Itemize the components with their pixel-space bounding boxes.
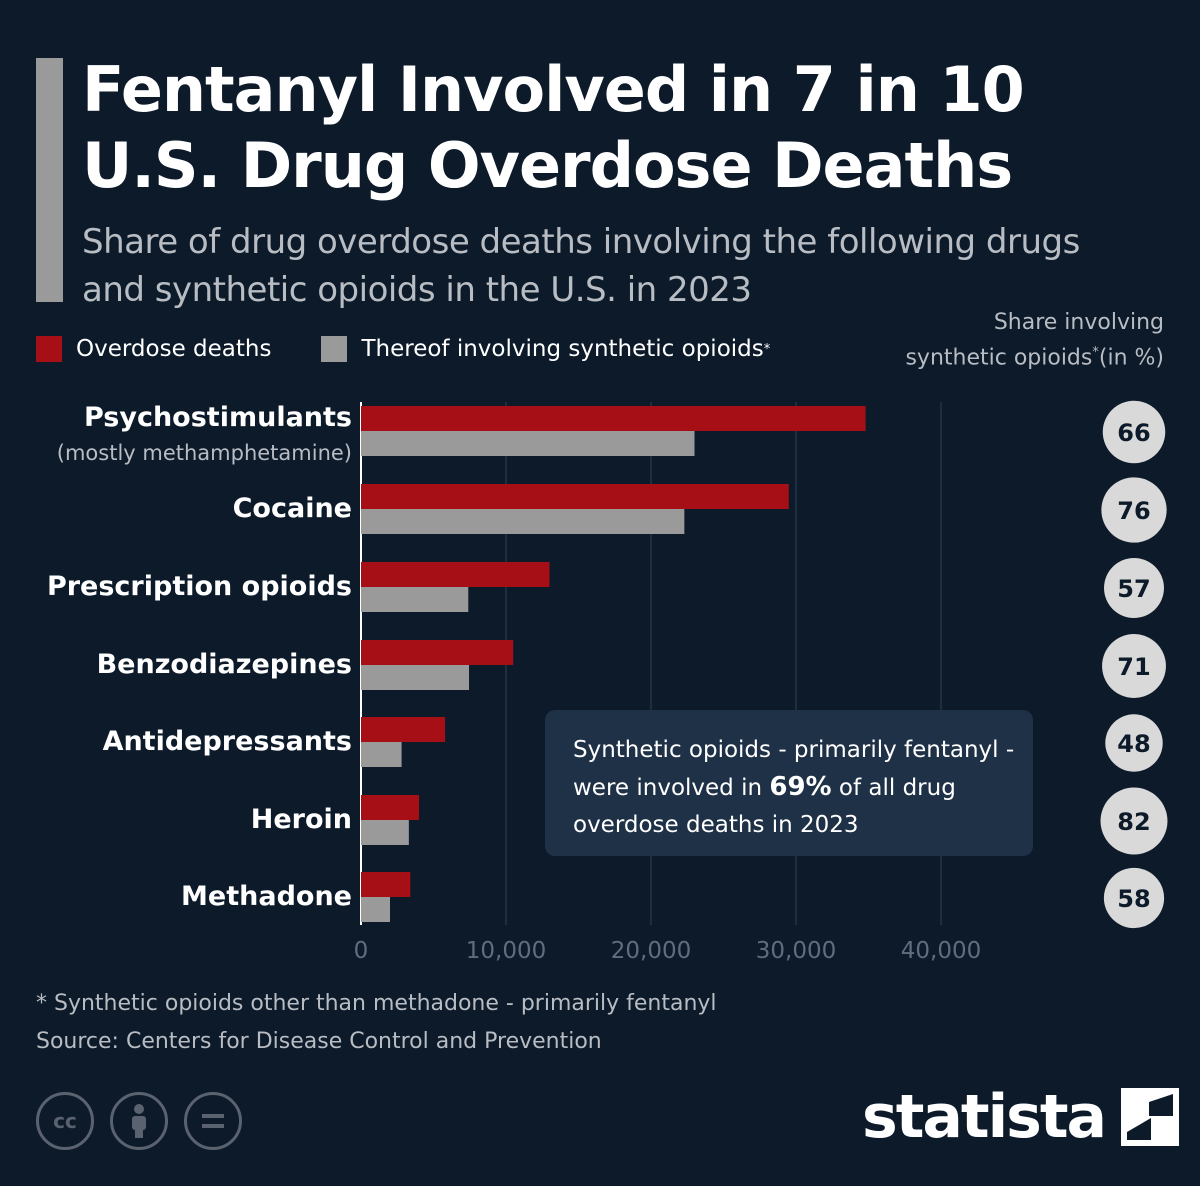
share-bubble — [1105, 714, 1163, 772]
legend-asterisk: * — [763, 341, 771, 357]
category-label: Methadone — [181, 881, 352, 912]
footnote-source: Source: Centers for Disease Control and … — [36, 1029, 602, 1054]
statista-mark-icon — [1121, 1088, 1180, 1146]
title-line-1: Fentanyl Involved in 7 in 10 — [82, 53, 1025, 126]
x-tick-label: 30,000 — [756, 938, 836, 964]
bar-synthetic — [361, 509, 685, 534]
callout-text-after: of all drug overdose deaths in 2023 — [573, 775, 956, 838]
category-label: Prescription opioids — [47, 571, 352, 602]
bar-overdose — [361, 562, 550, 587]
bar-synthetic — [361, 665, 470, 690]
footnote: * Synthetic opioids other than methadone… — [36, 985, 717, 1061]
title-accent-bar — [36, 58, 63, 302]
share-bubble — [1102, 634, 1166, 698]
bar-overdose — [361, 717, 446, 742]
bar-synthetic — [361, 587, 469, 612]
statista-logo[interactable]: statista — [862, 1082, 1180, 1152]
share-bubble — [1104, 558, 1164, 618]
share-value: 66 — [1117, 419, 1150, 447]
share-value: 76 — [1117, 497, 1150, 525]
bar-synthetic — [361, 820, 409, 845]
category-label: Benzodiazepines — [97, 649, 352, 680]
attribution-icon[interactable] — [110, 1092, 168, 1150]
callout-text: Synthetic opioids - primarily fentanyl -… — [573, 732, 1023, 844]
bar-overdose — [361, 640, 514, 665]
legend-swatch-gray — [321, 336, 348, 362]
share-bubble — [1101, 477, 1167, 543]
legend-item-synthetic: Thereof involving synthetic opioids * — [321, 336, 770, 362]
bar-synthetic — [361, 431, 695, 456]
bar-overdose — [361, 406, 866, 431]
callout-box: Synthetic opioids - primarily fentanyl -… — [545, 710, 1033, 856]
share-header-text: synthetic opioids — [905, 345, 1093, 371]
legend-swatch-red — [36, 336, 62, 362]
legend-item-overdose: Overdose deaths — [36, 336, 271, 362]
title-line-2: U.S. Drug Overdose Deaths — [82, 129, 1013, 202]
bar-synthetic — [361, 897, 390, 922]
callout-text-before: Synthetic opioids - primarily fentanyl -… — [573, 737, 1015, 801]
share-bubble — [1102, 400, 1166, 464]
share-bubble — [1100, 787, 1168, 855]
no-derivatives-icon[interactable] — [184, 1092, 242, 1150]
cc-icon[interactable]: cc — [36, 1092, 94, 1150]
category-label: Heroin — [251, 804, 352, 835]
share-value: 48 — [1117, 730, 1150, 758]
share-value: 71 — [1117, 653, 1150, 681]
bar-synthetic — [361, 742, 402, 767]
license-icons: cc — [36, 1092, 258, 1150]
subtitle-line-2: and synthetic opioids in the U.S. in 202… — [82, 270, 752, 310]
category-label: Antidepressants — [103, 726, 352, 757]
share-header-asterisk: * — [1092, 345, 1099, 360]
category-sublabel: (mostly methamphetamine) — [57, 441, 352, 465]
brand-name: statista — [862, 1082, 1107, 1152]
share-bubble — [1103, 867, 1165, 929]
share-value: 57 — [1117, 575, 1150, 603]
bar-overdose — [361, 484, 789, 509]
share-value: 82 — [1117, 808, 1150, 836]
x-tick-label: 0 — [354, 938, 369, 964]
share-header-unit: (in %) — [1098, 345, 1164, 371]
legend-label-overdose: Overdose deaths — [76, 336, 272, 362]
share-value: 58 — [1117, 885, 1150, 913]
bar-overdose — [361, 872, 411, 897]
share-header-line-1: Share involving — [993, 310, 1164, 335]
legend: Overdose deaths Thereof involving synthe… — [36, 336, 820, 362]
x-tick-label: 10,000 — [466, 938, 546, 964]
footnote-asterisk-note: * Synthetic opioids other than methadone… — [36, 991, 717, 1016]
chart-title: Fentanyl Involved in 7 in 10 U.S. Drug O… — [82, 52, 1142, 204]
share-header-line-2: synthetic opioids*(in %) — [870, 338, 1164, 373]
category-label: Psychostimulants — [84, 402, 352, 433]
category-label: Cocaine — [233, 493, 352, 524]
bar-overdose — [361, 795, 419, 820]
legend-label-synthetic: Thereof involving synthetic opioids — [361, 336, 764, 362]
callout-highlight: 69% — [769, 772, 832, 802]
x-tick-label: 40,000 — [901, 938, 981, 964]
share-column-header: Share involving synthetic opioids*(in %) — [870, 308, 1164, 373]
chart-subtitle: Share of drug overdose deaths involving … — [82, 218, 1182, 314]
subtitle-line-1: Share of drug overdose deaths involving … — [82, 222, 1080, 262]
x-tick-label: 20,000 — [611, 938, 691, 964]
